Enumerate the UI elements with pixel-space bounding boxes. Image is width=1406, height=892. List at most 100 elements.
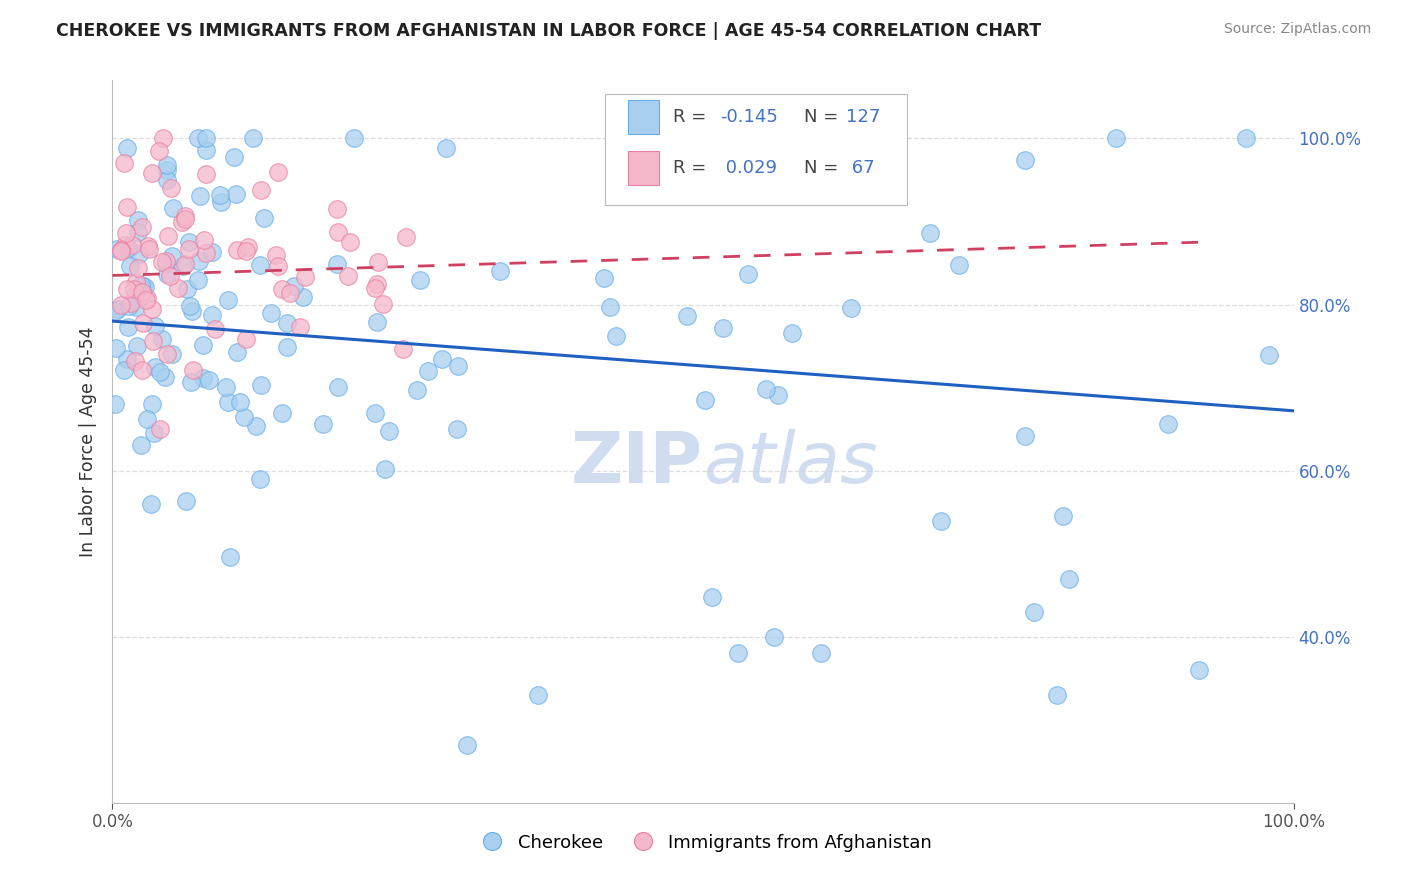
- Point: [142, 334, 165, 348]
- Point: [155, 347, 177, 361]
- Point: [242, 131, 264, 145]
- Legend: Cherokee, Immigrants from Afghanistan: Cherokee, Immigrants from Afghanistan: [467, 826, 939, 859]
- Point: [225, 186, 247, 201]
- Point: [117, 200, 139, 214]
- Point: [179, 235, 201, 250]
- Point: [134, 279, 156, 293]
- Point: [209, 187, 232, 202]
- Point: [176, 493, 198, 508]
- Point: [267, 259, 290, 273]
- Point: [127, 338, 149, 352]
- Point: [366, 315, 388, 329]
- Point: [326, 257, 349, 271]
- Point: [135, 411, 157, 425]
- Point: [326, 380, 349, 394]
- Point: [172, 259, 194, 273]
- Point: [326, 202, 349, 216]
- Point: [131, 363, 153, 377]
- Point: [156, 267, 179, 281]
- Point: [152, 131, 174, 145]
- Point: [1022, 605, 1045, 619]
- Point: [693, 392, 716, 407]
- Point: [129, 438, 152, 452]
- Point: [489, 263, 512, 277]
- Point: [131, 279, 153, 293]
- Point: [755, 382, 778, 396]
- Point: [218, 550, 240, 565]
- Text: 67: 67: [846, 159, 875, 177]
- Point: [1052, 508, 1074, 523]
- Point: [929, 514, 952, 528]
- Point: [249, 378, 271, 392]
- Point: [918, 226, 941, 240]
- Point: [430, 352, 453, 367]
- Point: [343, 131, 366, 145]
- Point: [160, 347, 183, 361]
- Point: [1257, 348, 1279, 362]
- Point: [118, 259, 141, 273]
- Point: [173, 257, 195, 271]
- Point: [132, 316, 155, 330]
- Text: Source: ZipAtlas.com: Source: ZipAtlas.com: [1223, 22, 1371, 37]
- Point: [1014, 153, 1036, 167]
- Point: [232, 409, 254, 424]
- Point: [125, 301, 148, 315]
- Point: [675, 309, 697, 323]
- Point: [200, 309, 222, 323]
- Text: N =: N =: [804, 159, 844, 177]
- Point: [159, 181, 181, 195]
- Point: [217, 395, 239, 409]
- Point: [145, 319, 167, 334]
- Point: [605, 329, 627, 343]
- Point: [235, 333, 257, 347]
- Point: [141, 166, 163, 180]
- Point: [193, 371, 215, 385]
- Point: [367, 255, 389, 269]
- Point: [195, 167, 218, 181]
- Point: [148, 144, 170, 158]
- Point: [447, 359, 470, 373]
- Point: [125, 286, 148, 301]
- Text: R =: R =: [673, 108, 713, 126]
- Point: [110, 297, 132, 311]
- Point: [198, 373, 221, 387]
- Point: [170, 215, 193, 229]
- Point: [276, 316, 298, 330]
- Point: [711, 321, 734, 335]
- Text: N =: N =: [804, 108, 844, 126]
- Point: [215, 380, 238, 394]
- Point: [141, 396, 163, 410]
- Point: [155, 256, 177, 270]
- Text: 0.029: 0.029: [720, 159, 778, 177]
- Point: [156, 158, 179, 172]
- Point: [276, 340, 298, 354]
- Point: [156, 229, 179, 244]
- Point: [235, 244, 257, 259]
- Point: [115, 141, 138, 155]
- Point: [115, 226, 138, 240]
- Point: [118, 299, 141, 313]
- Text: R =: R =: [673, 159, 713, 177]
- Point: [526, 688, 548, 702]
- Point: [174, 212, 197, 227]
- Point: [267, 164, 290, 178]
- Point: [117, 282, 139, 296]
- Point: [121, 238, 143, 252]
- Point: [291, 289, 314, 303]
- Point: [225, 243, 247, 257]
- Point: [136, 291, 159, 305]
- Point: [159, 268, 181, 283]
- Point: [194, 131, 217, 145]
- Point: [124, 353, 146, 368]
- Point: [810, 646, 832, 660]
- Point: [364, 281, 387, 295]
- Point: [782, 326, 804, 340]
- Point: [217, 293, 239, 308]
- Point: [374, 462, 396, 476]
- Point: [339, 235, 361, 249]
- Point: [1188, 663, 1211, 677]
- Point: [155, 254, 177, 268]
- Point: [236, 240, 259, 254]
- Point: [187, 253, 209, 268]
- Point: [125, 275, 148, 289]
